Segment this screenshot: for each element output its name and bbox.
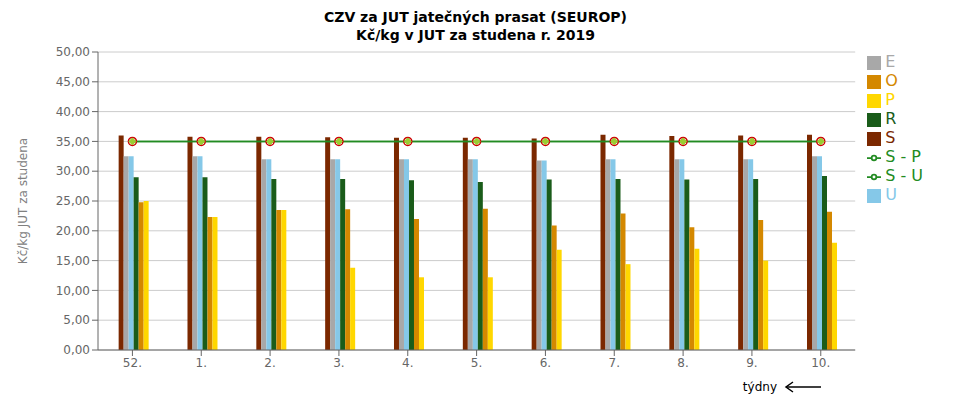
html-text:S: S [885,128,896,147]
html-text:S - U: S - U [885,166,923,185]
svg-text:50,00: 50,00 [56,45,90,59]
html-text:U: U [885,185,897,204]
svg-text:0,00: 0,00 [63,343,90,357]
svg-text:1.: 1. [196,356,207,370]
svg-text:10,00: 10,00 [56,284,90,298]
html-text:R: R [885,109,897,128]
html-text:O: O [885,71,898,90]
svg-text:10.: 10. [811,356,830,370]
svg-text:2.: 2. [264,356,275,370]
svg-text:7.: 7. [609,356,620,370]
svg-text:30,00: 30,00 [56,164,90,178]
html-text:týdny: týdny [742,380,777,394]
html-text:P: P [885,90,895,109]
svg-text:3.: 3. [333,356,344,370]
html-text:E: E [885,52,896,71]
svg-text:8.: 8. [677,356,688,370]
svg-text:Kč/kg JUT za studena: Kč/kg JUT za studena [16,138,30,264]
svg-text:52.: 52. [123,356,142,370]
svg-text:6.: 6. [540,356,551,370]
svg-text:5,00: 5,00 [63,313,90,327]
svg-text:20,00: 20,00 [56,224,90,238]
svg-text:25,00: 25,00 [56,194,90,208]
svg-text:4.: 4. [402,356,413,370]
html-text:Kč/kg v JUT za studena r. 2019: Kč/kg v JUT za studena r. 2019 [356,27,595,43]
svg-text:40,00: 40,00 [56,105,90,119]
html-text:S - P: S - P [885,147,921,166]
html-text:CZV za JUT jatečných prasat (S: CZV za JUT jatečných prasat (SEUROP) [324,9,627,25]
svg-text:5.: 5. [471,356,482,370]
svg-text:35,00: 35,00 [56,135,90,149]
svg-text:15,00: 15,00 [56,254,90,268]
svg-text:9.: 9. [746,356,757,370]
svg-text:45,00: 45,00 [56,75,90,89]
